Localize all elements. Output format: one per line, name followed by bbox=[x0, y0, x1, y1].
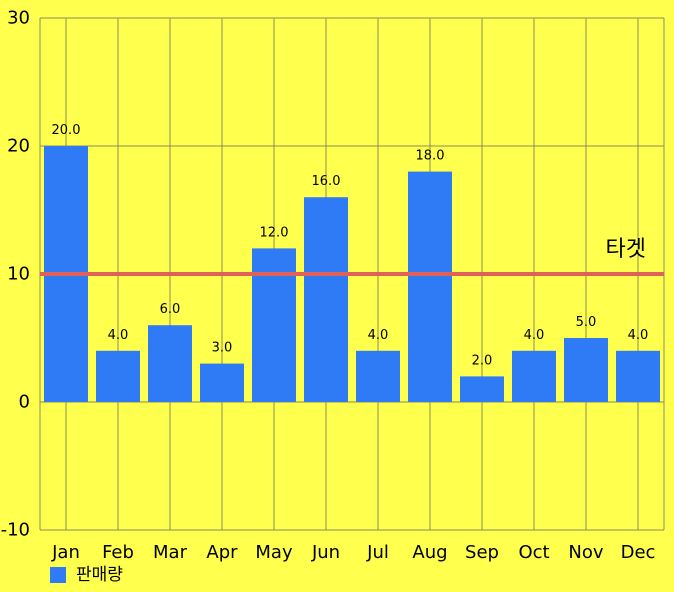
y-tick-label: 20 bbox=[7, 136, 30, 157]
bar-value-label: 4.0 bbox=[524, 328, 545, 343]
x-tick-label: May bbox=[255, 542, 293, 563]
bar-oct bbox=[512, 350, 556, 402]
bar-value-label: 4.0 bbox=[368, 328, 389, 343]
bar-value-label: 12.0 bbox=[260, 225, 289, 240]
bar-value-label: 5.0 bbox=[576, 315, 597, 330]
x-tick-label: Feb bbox=[102, 542, 134, 563]
x-tick-label: Dec bbox=[621, 542, 656, 563]
target-limit-label: 타겟 bbox=[606, 237, 646, 262]
bar-value-label: 4.0 bbox=[108, 328, 129, 343]
bar-value-label: 3.0 bbox=[212, 341, 233, 356]
bar-value-label: 6.0 bbox=[160, 302, 181, 317]
bar-value-label: 2.0 bbox=[472, 353, 493, 368]
bar-apr bbox=[200, 363, 244, 402]
bar-nov bbox=[564, 338, 608, 402]
bar-aug bbox=[408, 171, 452, 402]
y-tick-label: 30 bbox=[7, 8, 30, 29]
x-tick-label: Jan bbox=[51, 542, 80, 563]
bar-value-label: 18.0 bbox=[416, 149, 445, 164]
bar-jun bbox=[304, 197, 348, 402]
y-tick-label: 10 bbox=[7, 264, 30, 285]
bar-dec bbox=[616, 350, 660, 402]
legend-label: 판매량 bbox=[76, 565, 123, 585]
bar-value-label: 20.0 bbox=[52, 123, 81, 138]
x-tick-label: Mar bbox=[153, 542, 188, 563]
bar-value-label: 4.0 bbox=[628, 328, 649, 343]
x-tick-label: Jun bbox=[311, 542, 340, 563]
y-tick-label: -10 bbox=[1, 520, 30, 541]
legend-swatch bbox=[50, 567, 66, 583]
bar-value-label: 16.0 bbox=[312, 174, 341, 189]
x-tick-label: Aug bbox=[412, 542, 447, 563]
bar-mar bbox=[148, 325, 192, 402]
bar-sep bbox=[460, 376, 504, 402]
x-tick-label: Apr bbox=[206, 542, 238, 563]
bar-feb bbox=[96, 350, 140, 402]
x-tick-label: Oct bbox=[518, 542, 549, 563]
x-tick-label: Sep bbox=[465, 542, 499, 563]
y-tick-label: 0 bbox=[19, 392, 30, 413]
bar-may bbox=[252, 248, 296, 402]
x-tick-label: Nov bbox=[568, 542, 603, 563]
x-tick-label: Jul bbox=[366, 542, 389, 563]
bar-jul bbox=[356, 350, 400, 402]
